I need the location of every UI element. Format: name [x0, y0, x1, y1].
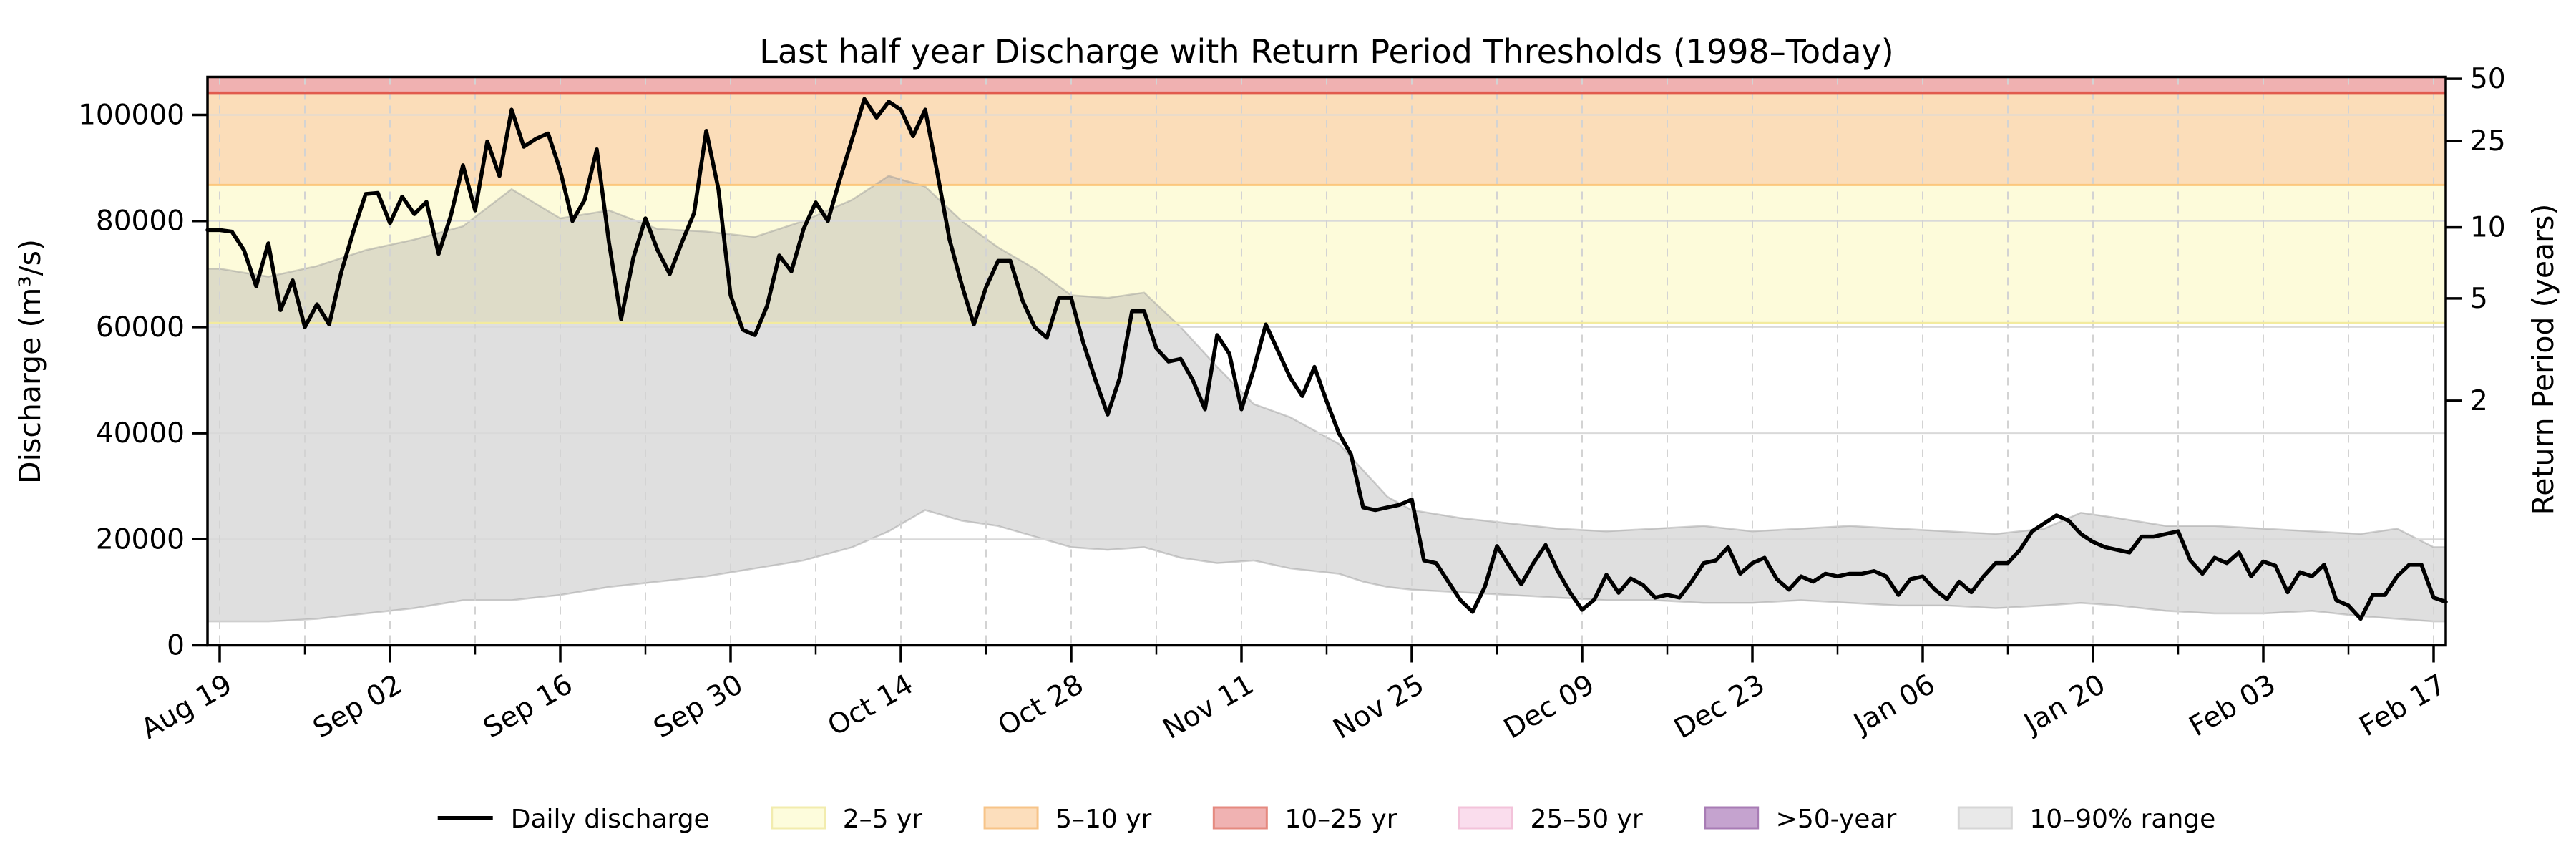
legend-patch-swatch — [983, 806, 1039, 830]
x-tick-label: Feb 17 — [2354, 669, 2451, 744]
legend-item-daily-discharge: Daily discharge — [511, 805, 710, 834]
percentile-band-upper-edge — [208, 175, 2446, 548]
y-tick-label-right: 5 — [2470, 283, 2488, 315]
y-tick-label-left: 0 — [167, 630, 185, 662]
percentile-band-lower-edge — [208, 509, 2446, 623]
y-tick-label-right: 25 — [2470, 125, 2506, 157]
legend: Daily discharge 2–5 yr 5–10 yr 10–25 yr 25–5… — [437, 805, 2215, 834]
percentile-band-fill — [208, 175, 2446, 622]
legend-item--50-year: >50-year — [1776, 805, 1897, 834]
x-tick-label: Nov 11 — [1158, 669, 1259, 746]
legend-patch-swatch — [771, 806, 826, 830]
legend-patch-swatch — [1212, 806, 1268, 830]
y-axis-left-label: Discharge (m³/s) — [13, 239, 47, 484]
x-tick-label: Jan 06 — [1847, 669, 1941, 742]
legend-patch-swatch — [1957, 806, 2013, 830]
x-tick-label: Jan 20 — [2017, 669, 2111, 742]
y-axis-right-label: Return Period (years) — [2526, 204, 2560, 515]
y-tick-label-right: 50 — [2470, 63, 2506, 95]
y-tick-label-right: 2 — [2470, 385, 2488, 417]
legend-item-25-50-yr: 25–50 yr — [1531, 805, 1643, 834]
legend-item-2-5-yr: 2–5 yr — [843, 805, 923, 834]
legend-item-10-90-range: 10–90% range — [2029, 805, 2215, 834]
y-tick-label-left: 40000 — [96, 417, 185, 450]
x-tick-label: Nov 25 — [1328, 669, 1430, 746]
x-tick-label: Sep 16 — [478, 669, 578, 745]
threshold-lines — [208, 91, 2446, 324]
percentile-range-band — [208, 175, 2446, 623]
x-tick-label: Feb 03 — [2184, 669, 2281, 744]
band-10-25-yr — [208, 77, 2446, 94]
legend-patch-swatch — [1458, 806, 1513, 830]
x-tick-label: Oct 28 — [992, 669, 1089, 743]
y-tick-label-left: 100000 — [78, 100, 185, 132]
daily-discharge-line — [205, 97, 2448, 621]
x-tick-label: Dec 23 — [1669, 669, 1770, 746]
gridlines — [208, 77, 2446, 646]
x-tick-label: Aug 19 — [136, 669, 238, 746]
x-tick-label: Dec 09 — [1498, 669, 1600, 746]
x-tick-label: Sep 02 — [308, 669, 408, 745]
legend-item-10-25-yr: 10–25 yr — [1284, 805, 1397, 834]
x-tick-label: Sep 30 — [648, 669, 748, 745]
y-tick-label-left: 60000 — [96, 311, 185, 344]
y-tick-label-left: 20000 — [96, 523, 185, 555]
chart-title: Last half year Discharge with Return Per… — [759, 32, 1893, 71]
discharge-series — [205, 97, 2448, 621]
legend-patch-swatch — [1704, 806, 1760, 830]
y-tick-label-right: 10 — [2470, 212, 2506, 244]
y-tick-label-left: 80000 — [96, 205, 185, 238]
legend-item-5-10-yr: 5–10 yr — [1055, 805, 1151, 834]
x-tick-label: Oct 14 — [822, 669, 919, 743]
